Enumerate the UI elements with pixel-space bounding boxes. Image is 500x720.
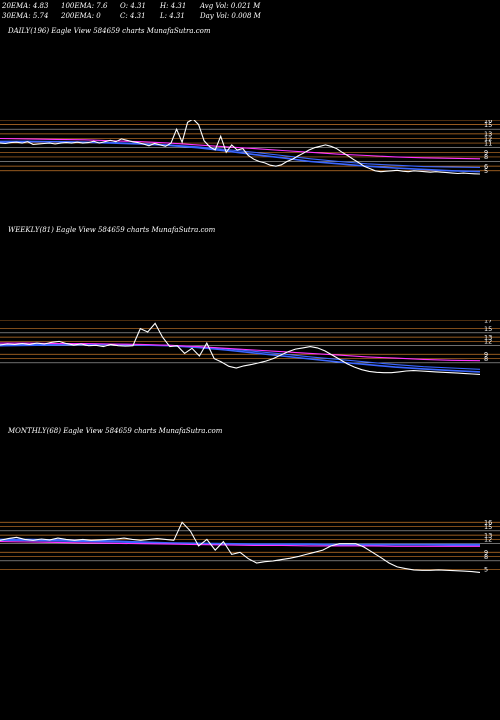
weekly-chart-title: WEEKLY(81) Eagle View 584659 charts Muna… [8,226,216,234]
stat-close: C: 4.31 [120,12,146,20]
monthly-ema-line [0,539,480,546]
stat-200ema: 200EMA: 0 [61,12,101,20]
monthly-price-line [0,521,481,573]
stat-open: O: 4.31 [120,2,146,10]
daily-y-tick-label: 15 [484,121,492,129]
monthly-y-tick-label: 9 [484,549,488,557]
stat-100ema: 100EMA: 7.6 [61,2,108,10]
weekly-price-line [0,322,481,375]
daily-y-tick-label: 6 [484,162,488,170]
weekly-y-tick-label: 12 [484,338,492,346]
daily-y-tick-label: 8 [484,153,488,161]
stat-day-vol: Day Vol: 0.008 M [200,12,261,20]
daily-ema-line [0,137,481,160]
daily-chart-title: DAILY(196) Eagle View 584659 charts Muna… [8,27,211,35]
stat-high: H: 4.31 [160,2,187,10]
daily-price-line [0,120,481,175]
daily-y-tick-label: 12 [484,135,492,143]
daily-y-tick-label: 9 [484,149,488,157]
weekly-y-tick-label: 17 [484,320,492,324]
monthly-y-tick-label: 5 [484,566,488,574]
weekly-y-tick-label: 9 [484,351,488,359]
daily-y-tick-label: 5 [484,167,488,175]
monthly-chart-title: MONTHLY(68) Eagle View 584659 charts Mun… [8,427,223,435]
weekly-y-tick-label: 8 [484,355,488,363]
weekly-y-tick-label: 13 [484,333,492,341]
daily-y-tick-label: 16 [484,120,492,124]
stat-avg-vol: Avg Vol: 0.021 M [200,2,261,10]
stat-30ema: 30EMA: 5.74 [2,12,49,20]
monthly-y-tick-label: 12 [484,536,492,544]
stat-low: L: 4.31 [160,12,185,20]
daily-ema-line [0,140,481,168]
daily-y-tick-label: 11 [484,139,492,147]
monthly-y-tick-label: 16 [484,519,492,527]
weekly-y-tick-label: 15 [484,325,492,333]
stat-20ema: 20EMA: 4.83 [2,2,49,10]
monthly-y-tick-label: 8 [484,553,488,561]
daily-y-tick-label: 13 [484,130,492,138]
weekly-ema-line [0,343,481,370]
monthly-y-tick-label: 13 [484,531,492,539]
monthly-y-tick-label: 15 [484,523,492,531]
monthly-ema-line [0,541,480,547]
